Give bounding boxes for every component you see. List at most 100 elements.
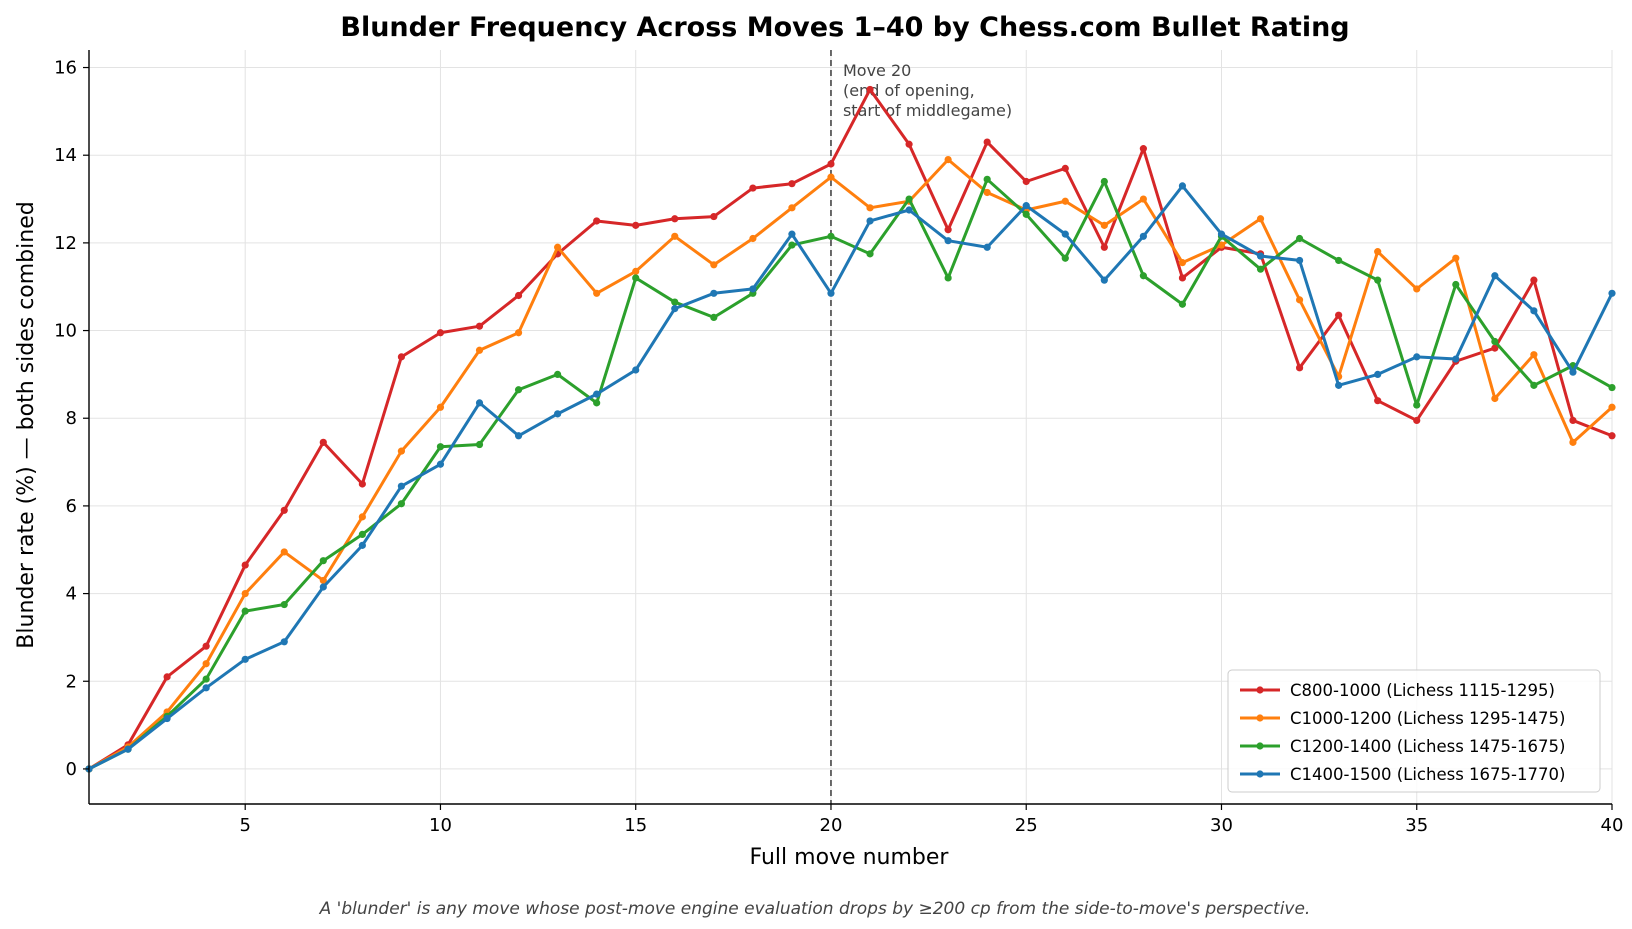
annotation-line: Move 20: [843, 61, 911, 80]
data-point: [827, 289, 835, 297]
data-point: [319, 557, 327, 565]
data-point: [983, 138, 991, 146]
legend-box: [1227, 669, 1601, 793]
legend-marker: [1256, 686, 1264, 694]
data-point: [514, 329, 523, 337]
x-tick-label: 25: [1015, 815, 1038, 836]
data-point: [866, 204, 874, 212]
data-point: [710, 313, 718, 322]
series-line: [88, 184, 1614, 771]
data-point: [1295, 256, 1304, 265]
data-point: [1100, 177, 1108, 186]
data-point: [397, 500, 406, 508]
data-point: [554, 370, 562, 378]
data-point: [1530, 381, 1538, 389]
data-point: [1335, 311, 1343, 319]
data-point: [202, 684, 210, 692]
legend: C800-1000 (Lichess 1115-1295) C1000-1200 …: [1227, 669, 1601, 793]
data-point: [397, 353, 406, 361]
x-tick-label: 30: [1210, 815, 1233, 836]
data-point: [905, 195, 913, 203]
data-point: [1061, 164, 1069, 172]
series-lines: [85, 85, 1616, 773]
data-point: [866, 85, 874, 94]
data-point: [554, 243, 562, 251]
legend-marker: [1256, 742, 1264, 750]
data-point: [788, 204, 796, 212]
axes: [88, 50, 1612, 805]
x-tick-label: 10: [429, 815, 452, 836]
data-point: [593, 399, 601, 407]
x-tick-label: 5: [239, 815, 250, 836]
data-point: [1608, 403, 1616, 411]
data-point: [1608, 289, 1616, 297]
x-tick-label: 40: [1601, 815, 1624, 836]
x-axis-ticks: 5 10 15 20 25 30 35 40: [239, 804, 1623, 836]
legend-label: C800-1000 (Lichess 1115-1295): [1290, 681, 1555, 700]
data-point: [514, 432, 523, 440]
data-point: [1413, 401, 1421, 409]
data-point: [983, 188, 991, 197]
data-point: [944, 274, 952, 282]
data-point: [475, 346, 484, 354]
data-point: [1178, 274, 1187, 282]
data-point: [632, 267, 640, 275]
data-point: [593, 289, 601, 297]
series-4: [85, 182, 1616, 773]
data-point: [749, 184, 757, 192]
data-point: [319, 438, 327, 446]
data-point: [241, 655, 249, 663]
data-point: [1139, 232, 1147, 240]
data-point: [866, 217, 874, 225]
data-point: [319, 576, 327, 585]
x-axis-label: Full move number: [750, 845, 950, 870]
data-point: [1217, 241, 1226, 249]
data-point: [905, 140, 913, 148]
data-point: [280, 506, 288, 514]
data-point: [202, 660, 210, 668]
data-point: [1569, 438, 1577, 446]
footnote: A 'blunder' is any move whose post-move …: [319, 899, 1311, 919]
data-point: [241, 561, 249, 569]
data-point: [436, 443, 445, 451]
data-point: [280, 638, 288, 646]
data-point: [358, 513, 366, 521]
data-point: [1374, 370, 1382, 378]
data-point: [397, 447, 406, 455]
data-point: [1022, 210, 1030, 218]
data-point: [1491, 344, 1499, 352]
series-3: [85, 175, 1616, 773]
data-point: [397, 482, 406, 490]
data-point: [1452, 355, 1460, 363]
data-point: [827, 232, 835, 240]
legend-item: C1400-1500 (Lichess 1675-1770): [1240, 765, 1565, 784]
data-point: [1413, 353, 1421, 361]
data-point: [593, 217, 601, 225]
data-point: [1374, 397, 1382, 405]
data-point: [1022, 202, 1030, 210]
data-point: [1295, 234, 1304, 243]
legend-marker: [1256, 770, 1264, 778]
y-axis-ticks: 0 2 4 6 8 10 12 14 16: [54, 58, 89, 780]
data-point: [1100, 221, 1108, 229]
data-point: [1491, 337, 1499, 346]
data-point: [241, 589, 249, 598]
data-point: [944, 155, 952, 164]
data-point: [671, 305, 679, 313]
data-point: [983, 243, 991, 251]
data-point: [514, 291, 523, 300]
data-point: [1295, 296, 1304, 304]
data-point: [436, 460, 445, 468]
y-tick-label: 12: [54, 233, 77, 254]
data-point: [1374, 248, 1382, 256]
legend-item: C800-1000 (Lichess 1115-1295): [1240, 681, 1555, 700]
data-point: [710, 289, 718, 297]
data-point: [866, 250, 874, 258]
data-point: [827, 173, 835, 181]
data-point: [1491, 394, 1499, 403]
data-point: [749, 285, 757, 293]
y-tick-label: 8: [66, 408, 77, 429]
data-point: [436, 403, 445, 411]
data-point: [710, 261, 718, 269]
